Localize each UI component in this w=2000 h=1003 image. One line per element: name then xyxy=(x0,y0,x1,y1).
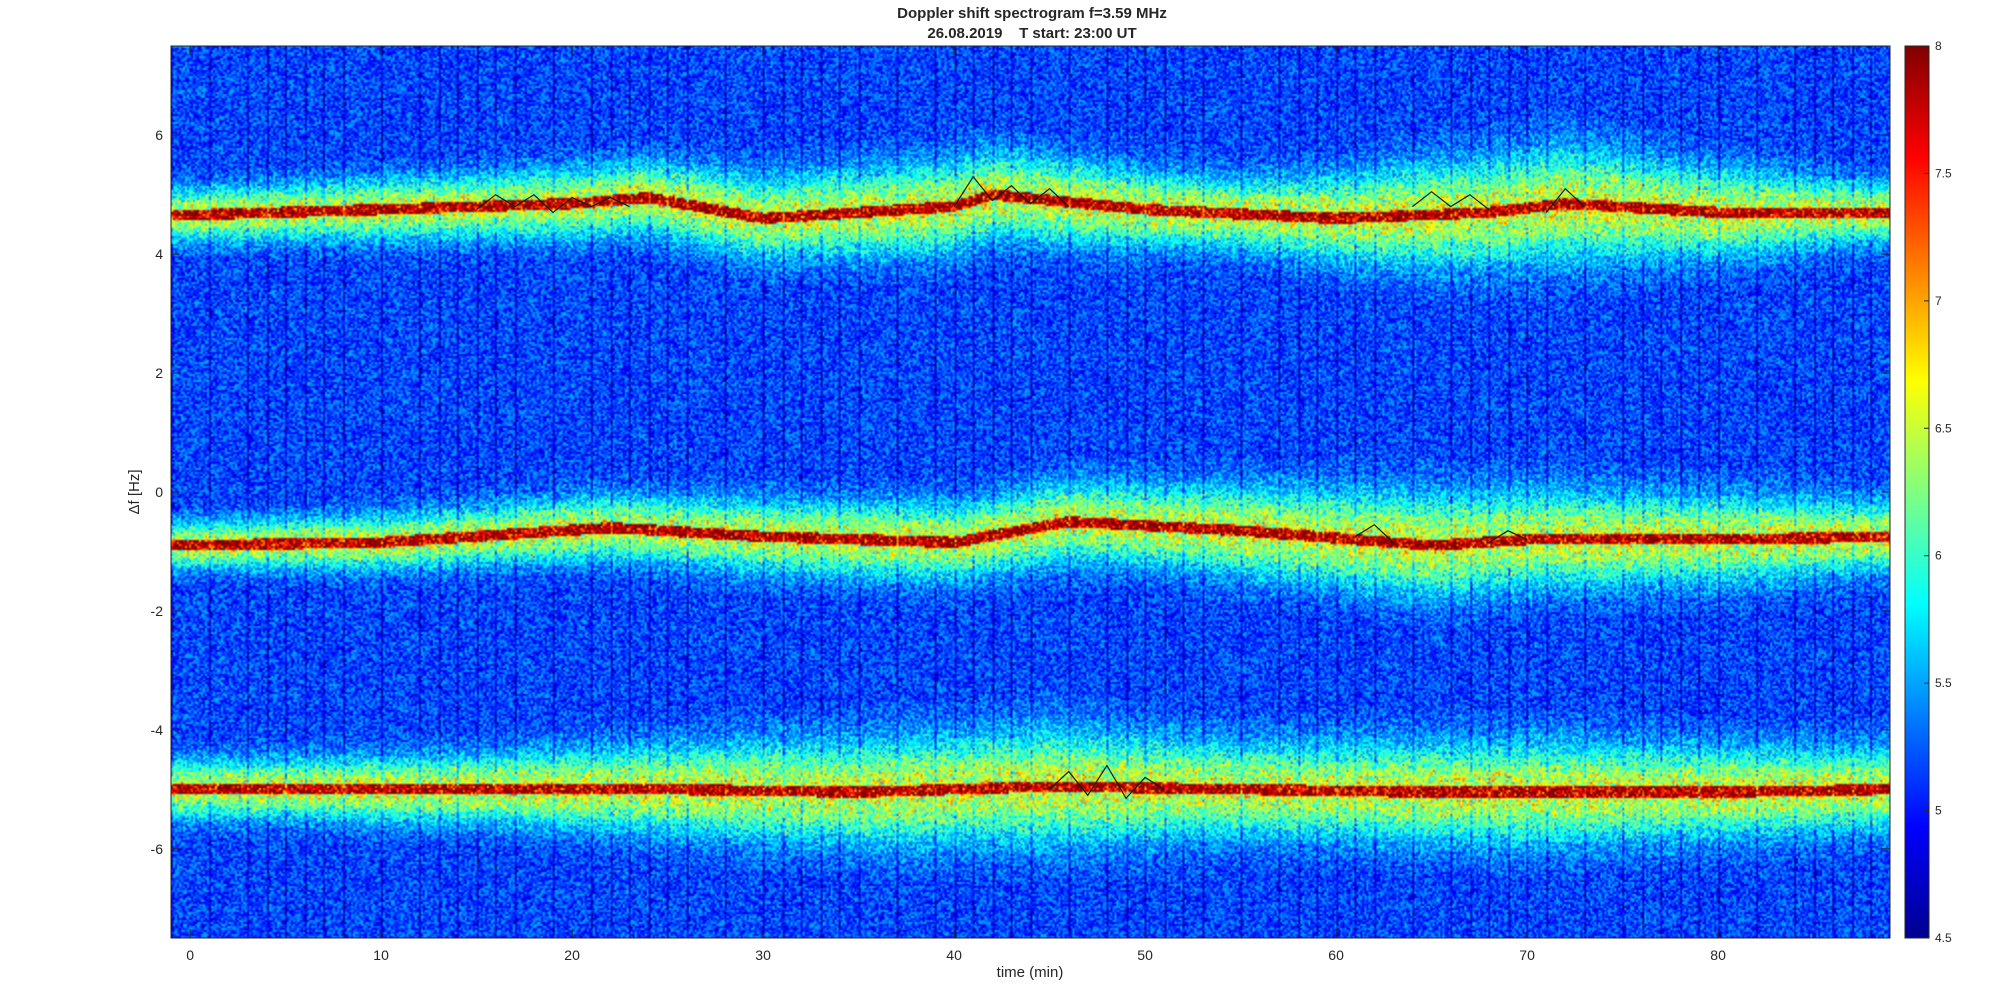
x-tick-label: 20 xyxy=(564,947,580,963)
colorbar-tick-label: 8 xyxy=(1935,39,1942,53)
y-tick-label: 0 xyxy=(155,484,163,500)
y-tick-label: -6 xyxy=(151,841,164,857)
chart-title: Doppler shift spectrogram f=3.59 MHz xyxy=(897,5,1167,22)
colorbar-tick-label: 5 xyxy=(1935,804,1942,818)
y-axis: 6 4 2 0 -2 -4 -6 xyxy=(151,127,1890,857)
overlay-trace xyxy=(953,175,1070,208)
overlay-trace xyxy=(1488,530,1528,544)
colorbar-tick-label: 7.5 xyxy=(1935,166,1952,180)
y-tick-label: 6 xyxy=(155,127,163,143)
overlay-traces xyxy=(476,175,1585,800)
chart-subtitle: 26.08.2019 T start: 23:00 UT xyxy=(927,25,1136,42)
overlay-trace xyxy=(476,193,630,214)
colorbar-ticks: 8 7.5 7 6.5 6 5.5 5 4.5 xyxy=(1924,39,1952,945)
x-tick-label: 40 xyxy=(946,947,962,963)
x-tick-label: 60 xyxy=(1328,947,1344,963)
overlay-trace xyxy=(1354,523,1394,543)
x-tick-label: 30 xyxy=(755,947,771,963)
x-axis-label: time (min) xyxy=(997,964,1064,981)
x-axis: 0 10 20 30 40 50 60 70 80 xyxy=(186,46,1726,963)
y-axis-label: Δf [Hz] xyxy=(126,469,143,514)
colorbar: 8 7.5 7 6.5 6 5.5 5 4.5 xyxy=(1904,39,1952,945)
colorbar-tick-label: 6 xyxy=(1935,549,1942,563)
y-tick-label: -2 xyxy=(151,603,164,619)
x-tick-label: 0 xyxy=(186,947,194,963)
y-tick-label: 2 xyxy=(155,365,163,381)
x-tick-label: 70 xyxy=(1519,947,1535,963)
y-tick-label: -4 xyxy=(151,722,164,738)
overlay-trace xyxy=(1049,764,1165,800)
x-tick-label: 80 xyxy=(1710,947,1726,963)
colorbar-tick-label: 5.5 xyxy=(1935,676,1952,690)
overlay-trace xyxy=(1412,190,1490,210)
x-tick-label: 50 xyxy=(1137,947,1153,963)
colorbar-tick-label: 4.5 xyxy=(1935,931,1952,945)
overlay-trace xyxy=(1545,187,1585,213)
y-tick-label: 4 xyxy=(155,246,163,262)
colorbar-tick-label: 7 xyxy=(1935,294,1942,308)
colorbar-tick-label: 6.5 xyxy=(1935,421,1952,435)
colorbar-gradient xyxy=(1904,45,1930,939)
spectrogram-image xyxy=(171,46,1890,938)
plot-area xyxy=(170,45,1891,939)
x-tick-label: 10 xyxy=(373,947,389,963)
